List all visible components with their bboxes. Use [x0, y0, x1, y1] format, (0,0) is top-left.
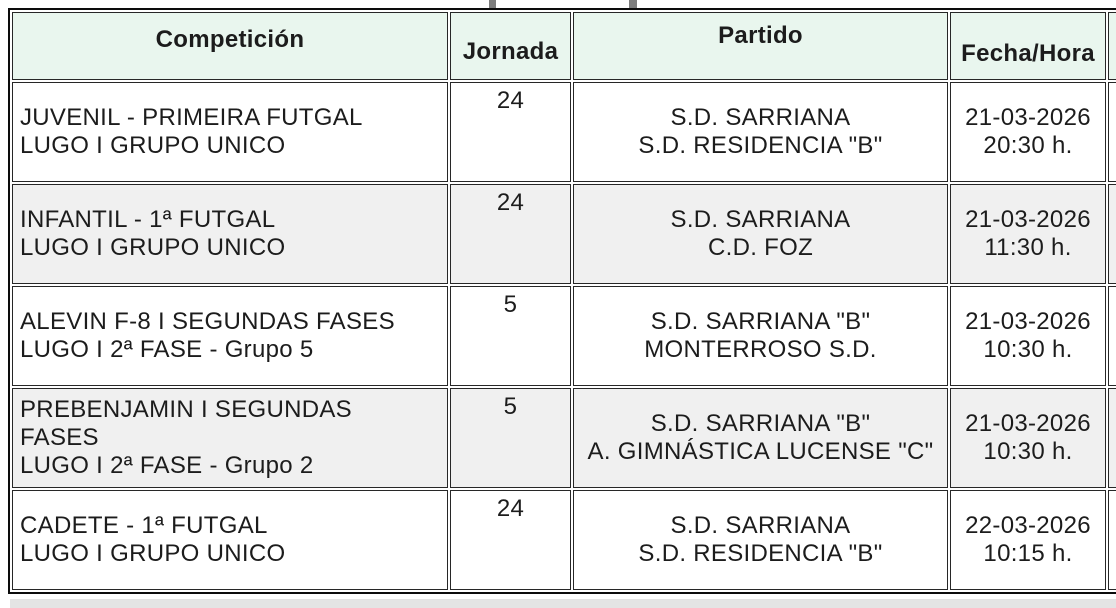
cell-fecha-hora: 21-03-2026 10:30 h. [950, 388, 1106, 488]
cell-fecha-hora: 22-03-2026 10:15 h. [950, 490, 1106, 590]
header-cell-jornada: Jornada [450, 12, 571, 80]
cell-jornada: 5 [450, 286, 571, 386]
cell-partido: S.D. SARRIANA "B" MONTERROSO S.D. [573, 286, 948, 386]
cell-competicion: JUVENIL - PRIMEIRA FUTGAL LUGO I GRUPO U… [12, 82, 448, 182]
match-row: ALEVIN F-8 I SEGUNDAS FASES LUGO I 2ª FA… [12, 286, 1116, 386]
match-row: CADETE - 1ª FUTGAL LUGO I GRUPO UNICO 24… [12, 490, 1116, 590]
cell-partido: S.D. SARRIANA S.D. RESIDENCIA "B" [573, 82, 948, 182]
cell-cutoff [1108, 184, 1116, 284]
match-row: PREBENJAMIN I SEGUNDAS FASES LUGO I 2ª F… [12, 388, 1116, 488]
cell-cutoff [1108, 490, 1116, 590]
cell-competicion: PREBENJAMIN I SEGUNDAS FASES LUGO I 2ª F… [12, 388, 448, 488]
header-cell-partido: Partido [573, 12, 948, 80]
cell-jornada: 24 [450, 184, 571, 284]
border-fragment [489, 0, 496, 8]
cell-fecha-hora: 21-03-2026 20:30 h. [950, 82, 1106, 182]
header-cell-competicion: Competición [12, 12, 448, 80]
cell-cutoff [1108, 286, 1116, 386]
table-header: Competición Jornada Partido Fecha/Hora [12, 12, 1116, 80]
header-row: Competición Jornada Partido Fecha/Hora [12, 12, 1116, 80]
cell-partido: S.D. SARRIANA "B" A. GIMNÁSTICA LUCENSE … [573, 388, 948, 488]
matches-table: Competición Jornada Partido Fecha/Hora J… [8, 8, 1116, 594]
match-row: INFANTIL - 1ª FUTGAL LUGO I GRUPO UNICO … [12, 184, 1116, 284]
cell-competicion: ALEVIN F-8 I SEGUNDAS FASES LUGO I 2ª FA… [12, 286, 448, 386]
match-row: JUVENIL - PRIMEIRA FUTGAL LUGO I GRUPO U… [12, 82, 1116, 182]
cell-jornada: 24 [450, 82, 571, 182]
cell-competicion: CADETE - 1ª FUTGAL LUGO I GRUPO UNICO [12, 490, 448, 590]
cell-cutoff [1108, 82, 1116, 182]
border-fragment [629, 0, 637, 8]
page-background-strip [10, 599, 1116, 608]
cell-partido: S.D. SARRIANA C.D. FOZ [573, 184, 948, 284]
header-cell-fecha-hora: Fecha/Hora [950, 12, 1106, 80]
cell-fecha-hora: 21-03-2026 11:30 h. [950, 184, 1106, 284]
cell-partido: S.D. SARRIANA S.D. RESIDENCIA "B" [573, 490, 948, 590]
cell-competicion: INFANTIL - 1ª FUTGAL LUGO I GRUPO UNICO [12, 184, 448, 284]
cell-cutoff [1108, 388, 1116, 488]
cell-fecha-hora: 21-03-2026 10:30 h. [950, 286, 1106, 386]
cell-jornada: 24 [450, 490, 571, 590]
header-cell-cutoff [1108, 12, 1116, 80]
cell-jornada: 5 [450, 388, 571, 488]
